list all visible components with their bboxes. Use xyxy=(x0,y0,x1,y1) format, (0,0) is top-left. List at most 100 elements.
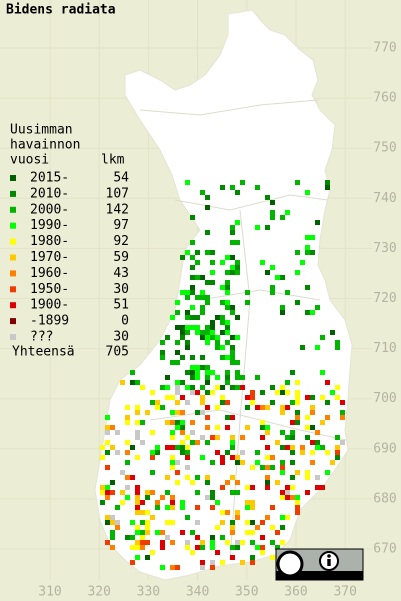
observation-square xyxy=(220,300,225,305)
observation-square xyxy=(265,485,270,490)
observation-square xyxy=(195,440,200,445)
observation-square xyxy=(250,540,255,545)
observation-square xyxy=(295,380,300,385)
observation-square xyxy=(185,455,190,460)
observation-square xyxy=(180,425,185,430)
observation-square xyxy=(215,345,220,350)
observation-square xyxy=(285,515,290,520)
observation-square xyxy=(220,345,225,350)
observation-square xyxy=(255,460,260,465)
observation-square xyxy=(230,265,235,270)
observation-square xyxy=(240,375,245,380)
observation-square xyxy=(275,275,280,280)
observation-square xyxy=(220,285,225,290)
observation-square xyxy=(225,375,230,380)
legend-count: 107 xyxy=(106,186,129,201)
observation-square xyxy=(180,355,185,360)
observation-square xyxy=(205,370,210,375)
observation-square xyxy=(200,365,205,370)
observation-square xyxy=(285,290,290,295)
observation-square xyxy=(260,405,265,410)
observation-square xyxy=(240,180,245,185)
observation-square xyxy=(125,440,130,445)
observation-square xyxy=(265,465,270,470)
observation-square xyxy=(145,490,150,495)
observation-square xyxy=(220,355,225,360)
observation-square xyxy=(325,470,330,475)
observation-square xyxy=(175,420,180,425)
observation-square xyxy=(180,410,185,415)
legend-swatch xyxy=(10,238,16,245)
observation-square xyxy=(265,225,270,230)
legend-label: ??? xyxy=(30,330,53,345)
observation-square xyxy=(205,205,210,210)
observation-square xyxy=(230,360,235,365)
observation-square xyxy=(135,505,140,510)
observation-square xyxy=(225,540,230,545)
observation-square xyxy=(160,495,165,500)
observation-square xyxy=(165,395,170,400)
observation-square xyxy=(320,420,325,425)
observation-square xyxy=(310,450,315,455)
observation-square xyxy=(210,325,215,330)
legend-heading: havainnon xyxy=(10,138,80,153)
observation-square xyxy=(295,300,300,305)
observation-square xyxy=(205,390,210,395)
observation-square xyxy=(305,435,310,440)
observation-square xyxy=(275,545,280,550)
observation-square xyxy=(215,500,220,505)
observation-square xyxy=(215,405,220,410)
observation-square xyxy=(105,415,110,420)
observation-square xyxy=(320,485,325,490)
observation-square xyxy=(265,455,270,460)
observation-square xyxy=(135,525,140,530)
observation-square xyxy=(325,450,330,455)
observation-square xyxy=(270,385,275,390)
observation-square xyxy=(175,565,180,570)
observation-square xyxy=(335,435,340,440)
observation-square xyxy=(155,505,160,510)
observation-square xyxy=(170,460,175,465)
observation-square xyxy=(320,395,325,400)
observation-square xyxy=(250,465,255,470)
observation-square xyxy=(280,540,285,545)
observation-square xyxy=(245,425,250,430)
observation-square xyxy=(260,390,265,395)
observation-square xyxy=(195,330,200,335)
observation-square xyxy=(185,345,190,350)
observation-square xyxy=(240,460,245,465)
observation-square xyxy=(235,270,240,275)
observation-square xyxy=(280,405,285,410)
observation-square xyxy=(220,260,225,265)
observation-square xyxy=(225,425,230,430)
observation-square xyxy=(245,530,250,535)
by-icon-head xyxy=(327,554,331,558)
observation-square xyxy=(215,335,220,340)
observation-square xyxy=(140,545,145,550)
observation-square xyxy=(215,450,220,455)
observation-square xyxy=(135,540,140,545)
observation-square xyxy=(120,490,125,495)
observation-square xyxy=(155,405,160,410)
observation-square xyxy=(235,335,240,340)
observation-square xyxy=(185,295,190,300)
observation-square xyxy=(175,340,180,345)
observation-square xyxy=(255,185,260,190)
observation-square xyxy=(295,505,300,510)
observation-square xyxy=(250,485,255,490)
observation-square xyxy=(330,330,335,335)
observation-square xyxy=(280,525,285,530)
observation-square xyxy=(325,400,330,405)
observation-square xyxy=(220,485,225,490)
observation-square xyxy=(310,425,315,430)
observation-square xyxy=(235,460,240,465)
observation-square xyxy=(175,410,180,415)
observation-square xyxy=(295,395,300,400)
observation-square xyxy=(255,525,260,530)
observation-square xyxy=(315,345,320,350)
observation-square xyxy=(185,370,190,375)
observation-square xyxy=(255,450,260,455)
observation-square xyxy=(195,475,200,480)
observation-square xyxy=(210,490,215,495)
legend-label: 1990- xyxy=(30,218,69,233)
